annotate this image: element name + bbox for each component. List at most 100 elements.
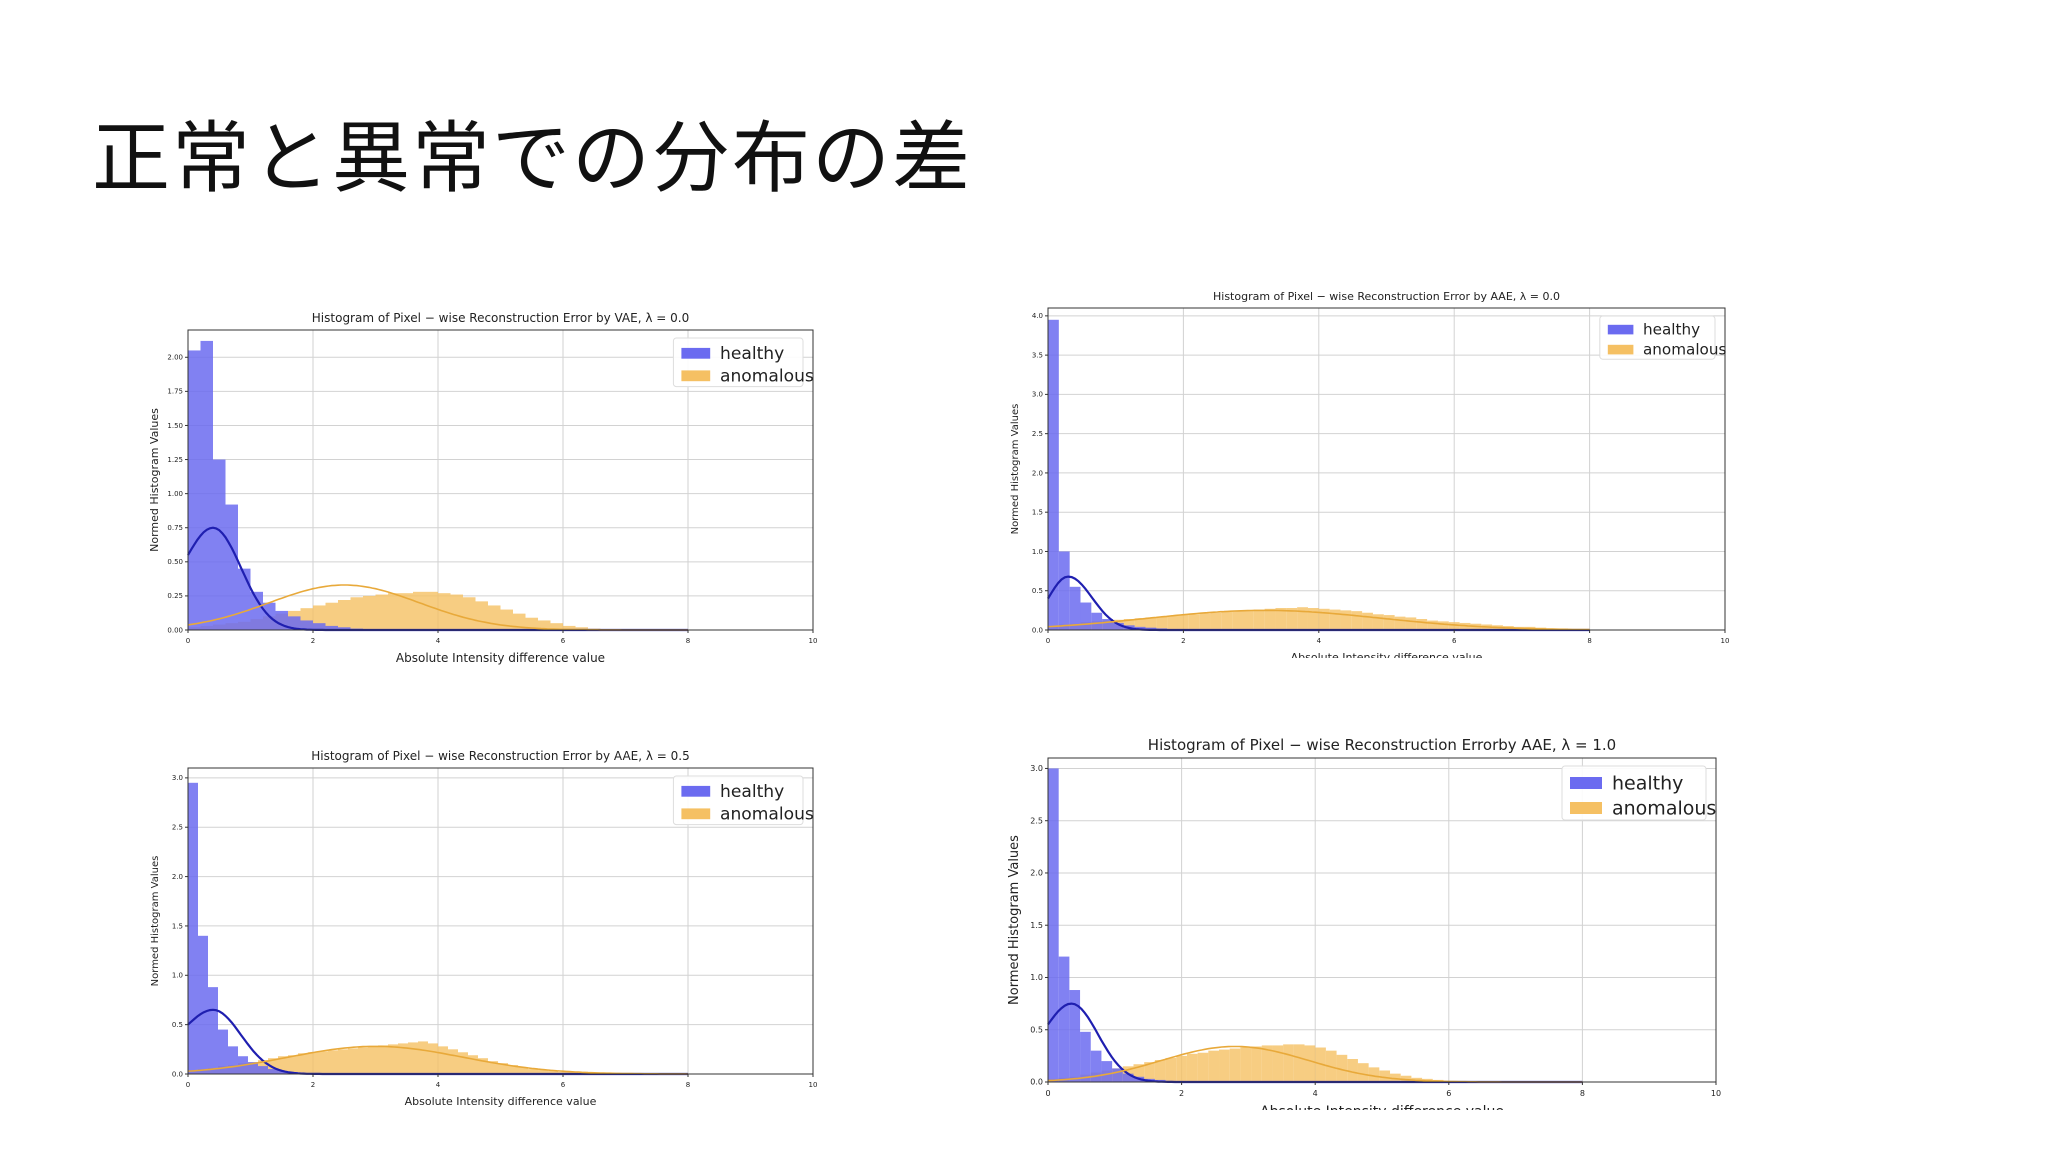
- y-tick-label: 0.50: [167, 558, 183, 566]
- anomalous-hist-bar: [1340, 610, 1352, 630]
- healthy-hist-bar: [228, 1046, 238, 1074]
- anomalous-hist-bar: [498, 1063, 508, 1074]
- y-tick-label: 2.0: [1032, 469, 1043, 477]
- anomalous-hist-bar: [528, 1069, 538, 1074]
- legend-swatch-healthy: [1607, 324, 1634, 335]
- anomalous-hist-bar: [1221, 611, 1233, 630]
- plot-frame: [1047, 307, 1726, 631]
- anomalous-hist-bar: [450, 594, 463, 630]
- healthy-hist-bar: [1048, 319, 1059, 630]
- legend-swatch-anomalous: [681, 370, 711, 382]
- anomalous-hist-bar: [1304, 1045, 1316, 1082]
- anomalous-hist-bar: [525, 617, 538, 630]
- anomalous-hist-bar: [378, 1045, 388, 1074]
- anomalous-hist-bar: [1383, 615, 1395, 630]
- anomalous-hist-bar: [1154, 1060, 1166, 1082]
- healthy-hist-bar: [1112, 622, 1124, 630]
- healthy-hist-bar: [313, 623, 326, 630]
- anomalous-hist-bar: [388, 1044, 398, 1074]
- y-axis-label: Normed Histogram Values: [150, 856, 161, 987]
- anomalous-hist-bar: [463, 597, 476, 630]
- anomalous-hist-bar: [1448, 622, 1460, 630]
- healthy-hist-bar: [1080, 602, 1092, 630]
- y-tick-label: 4.0: [1032, 312, 1043, 320]
- x-tick-label: 6: [561, 637, 566, 645]
- anomalous-hist-bar: [338, 600, 351, 630]
- x-tick-label: 2: [311, 637, 315, 645]
- anomalous-hist-bar: [1197, 1052, 1209, 1082]
- anomalous-hist-bar: [1275, 608, 1287, 630]
- anomalous-hist-bar: [1232, 611, 1243, 630]
- y-tick-label: 1.0: [172, 972, 183, 980]
- anomalous-hist-bar: [1351, 611, 1363, 630]
- chart-title: Histogram of Pixel − wise Reconstruction…: [311, 749, 690, 763]
- healthy-hist-bar: [325, 625, 338, 630]
- anomalous-hist-bar: [350, 597, 363, 630]
- anomalous-hist-bar: [1368, 1067, 1380, 1082]
- anomalous-hist-bar: [318, 1051, 328, 1074]
- anomalous-hist-bar: [1357, 1063, 1369, 1082]
- x-axis-label: Absolute Intensity difference value: [405, 1095, 597, 1108]
- x-tick-label: 6: [561, 1081, 566, 1089]
- anomalous-hist-bar: [1336, 1054, 1348, 1082]
- y-tick-label: 0.5: [172, 1021, 183, 1029]
- anomalous-hist-bar: [1176, 1055, 1187, 1082]
- x-tick-label: 2: [1181, 637, 1185, 645]
- anomalous-hist-bar: [1459, 622, 1471, 630]
- y-tick-label: 1.25: [167, 456, 183, 464]
- anomalous-hist-bar: [400, 593, 413, 630]
- anomalous-hist-bar: [388, 593, 401, 630]
- anomalous-hist-bar: [368, 1046, 378, 1074]
- anomalous-hist-bar: [398, 1043, 408, 1074]
- y-tick-label: 1.50: [167, 422, 183, 430]
- anomalous-hist-bar: [1405, 617, 1417, 630]
- slide-title: 正常と異常での分布の差: [92, 114, 973, 204]
- healthy-hist-bar: [278, 1071, 288, 1074]
- anomalous-hist-bar: [468, 1055, 478, 1074]
- y-axis-label: Normed Histogram Values: [1007, 835, 1022, 1005]
- anomalous-hist-bar: [575, 627, 588, 630]
- healthy-hist-bar: [258, 1066, 268, 1074]
- x-tick-label: 8: [1587, 637, 1591, 645]
- x-tick-label: 6: [1446, 1089, 1451, 1098]
- anomalous-hist-bar: [425, 591, 438, 630]
- x-tick-label: 8: [686, 637, 690, 645]
- anomalous-hist-bar: [278, 1056, 288, 1074]
- y-tick-label: 3.0: [172, 774, 183, 782]
- anomalous-hist-bar: [548, 1071, 558, 1074]
- x-axis-label: Absolute Intensity difference value: [396, 651, 605, 665]
- anomalous-hist-bar: [1427, 620, 1438, 630]
- legend-swatch-anomalous: [1607, 344, 1634, 355]
- x-axis-label: Absolute Intensity difference value: [1291, 651, 1483, 658]
- anomalous-hist-bar: [1347, 1059, 1358, 1082]
- y-tick-label: 2.0: [1030, 869, 1043, 878]
- anomalous-hist-bar: [1318, 608, 1330, 630]
- anomalous-hist-bar: [408, 1042, 418, 1074]
- anomalous-hist-bar: [375, 594, 388, 630]
- anomalous-hist-bar: [1133, 1064, 1145, 1082]
- anomalous-hist-bar: [1167, 615, 1178, 630]
- legend-label-anomalous: anomalous: [720, 367, 814, 387]
- anomalous-hist-bar: [1253, 609, 1265, 630]
- anomalous-hist-bar: [1229, 1048, 1241, 1082]
- anomalous-hist-bar: [438, 1046, 448, 1074]
- anomalous-hist-bar: [1272, 1045, 1284, 1082]
- anomalous-hist-bar: [1123, 619, 1135, 630]
- anomalous-hist-bar: [338, 1049, 348, 1074]
- anomalous-hist-bar: [1394, 616, 1406, 630]
- x-tick-label: 4: [436, 637, 441, 645]
- x-tick-label: 6: [1452, 637, 1457, 645]
- y-tick-label: 0.0: [1030, 1078, 1043, 1087]
- x-tick-label: 0: [186, 637, 190, 645]
- anomalous-hist-bar: [348, 1048, 358, 1074]
- anomalous-hist-bar: [1293, 1044, 1305, 1082]
- x-tick-label: 4: [1313, 1089, 1318, 1098]
- anomalous-hist-bar: [1242, 610, 1254, 630]
- anomalous-hist-bar: [1416, 619, 1428, 630]
- legend-label-healthy: healthy: [720, 344, 784, 364]
- anomalous-hist-bar: [1329, 609, 1341, 630]
- legend-label-healthy: healthy: [1643, 321, 1700, 339]
- y-tick-label: 1.75: [167, 388, 183, 396]
- legend-label-anomalous: anomalous: [1612, 797, 1716, 819]
- healthy-hist-bar: [268, 1069, 278, 1074]
